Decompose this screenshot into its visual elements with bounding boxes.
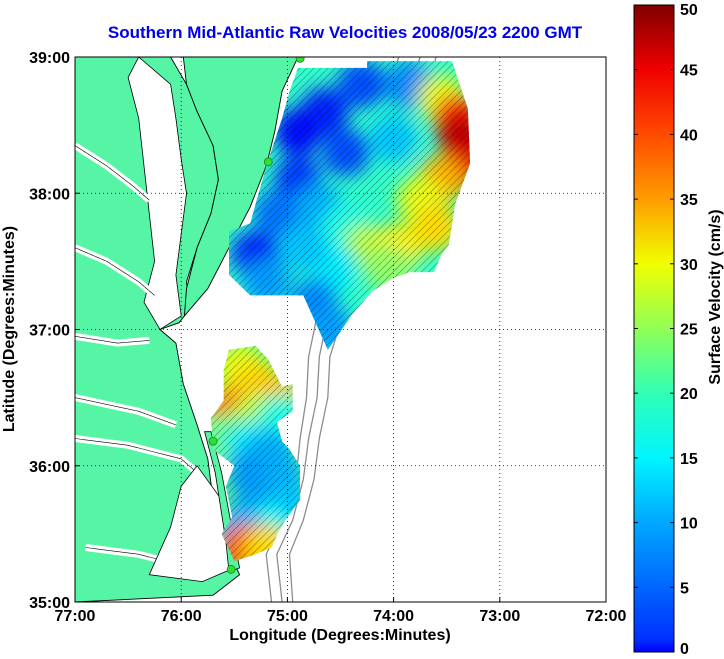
- x-tick-label-0: 77:00: [55, 608, 96, 625]
- river-bank-2: [75, 336, 150, 344]
- river-bank-5: [75, 397, 177, 426]
- colorbar-tick-label-5: 25: [680, 322, 698, 339]
- y-tick-label-3: 36:00: [29, 459, 70, 476]
- colorbar-tick-label-9: 45: [680, 63, 698, 80]
- x-tick-label-5: 72:00: [586, 608, 627, 625]
- y-tick-label-2: 37:00: [29, 323, 70, 340]
- radar-station-0: [295, 57, 305, 63]
- y-tick-label-0: 39:00: [29, 50, 70, 67]
- grid-lines: [75, 57, 606, 602]
- river-bank-0: [75, 145, 150, 201]
- delmarva-peninsula: [182, 57, 299, 318]
- river-bank-1: [75, 247, 155, 296]
- x-tick-label-2: 75:00: [267, 608, 308, 625]
- radar-station-2: [208, 436, 218, 446]
- river-bank-3: [75, 438, 198, 473]
- colorbar: 0 5 10 15 20 25 30 35 40 45 50 Surface Velocity (c…: [633, 2, 724, 658]
- x-tick-label-3: 74:00: [373, 608, 414, 625]
- x-tick-label-1: 76:00: [161, 608, 202, 625]
- y-tick-label-4: 35:00: [29, 595, 70, 612]
- y-axis-label: Latitude (Degrees:Minutes): [1, 226, 18, 432]
- colorbar-tick-label-10: 50: [680, 2, 698, 19]
- colorbar-tick-label-4: 20: [680, 386, 698, 403]
- x-axis-label: Longitude (Degrees:Minutes): [229, 627, 450, 644]
- map-title: Southern Mid-Atlantic Raw Velocities 200…: [108, 23, 583, 42]
- radar-station-1: [263, 157, 273, 167]
- y-tick-label-1: 38:00: [29, 186, 70, 203]
- colorbar-tick-label-8: 40: [680, 127, 698, 144]
- colorbar-tick-label-3: 15: [680, 451, 698, 468]
- colorbar-ticks: 0 5 10 15 20 25 30 35 40 45 50: [634, 2, 698, 658]
- colorbar-gradient: [633, 4, 675, 653]
- radar-stations: [208, 57, 305, 574]
- colorbar-tick-label-1: 5: [680, 580, 689, 597]
- colorbar-tick-label-6: 30: [680, 257, 698, 274]
- x-axis-ticks: 77:00 76:00 75:00 74:00 73:00 72:00: [55, 597, 627, 625]
- x-tick-label-4: 73:00: [479, 608, 520, 625]
- colorbar-tick-label-0: 0: [680, 641, 689, 658]
- colorbar-tick-label-7: 35: [680, 192, 698, 209]
- colorbar-label: Surface Velocity (cm/s): [707, 209, 724, 384]
- y-axis-ticks: 39:00 38:00 37:00 36:00 35:00: [29, 50, 80, 612]
- colorbar-tick-label-2: 10: [680, 516, 698, 533]
- chesapeake-bay: [127, 57, 187, 331]
- radar-station-3: [226, 564, 236, 574]
- land-masses: [75, 57, 299, 602]
